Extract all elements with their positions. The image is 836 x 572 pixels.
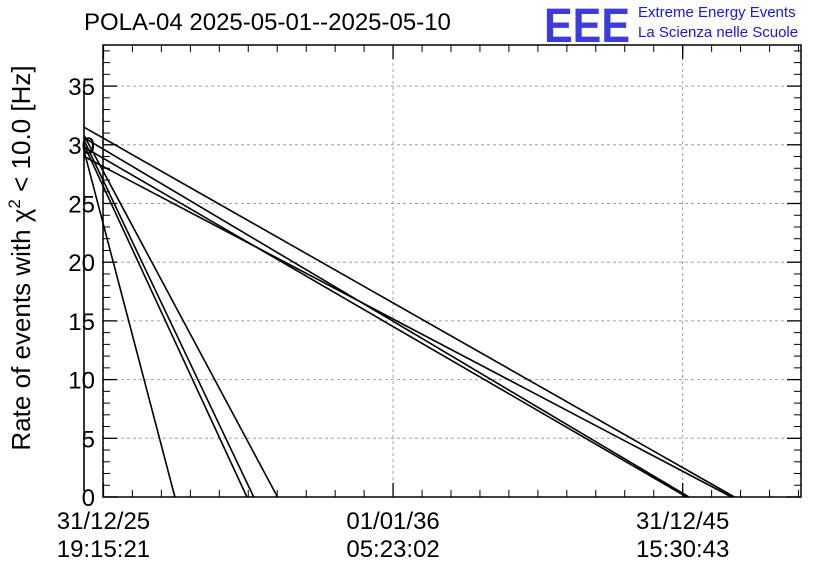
series-layer bbox=[83, 86, 735, 498]
series-line-1 bbox=[83, 126, 735, 498]
y-axis-title-symbol: χ bbox=[6, 208, 36, 222]
brand-line1: Extreme Energy Events bbox=[638, 4, 796, 21]
tick-layer bbox=[102, 45, 801, 498]
x-tick-label-time: 05:23:02 bbox=[346, 536, 439, 563]
y-tick-label: 15 bbox=[68, 309, 95, 336]
y-axis-title-suffix: < 10.0 [Hz] bbox=[6, 65, 36, 199]
x-tick-label-date: 31/12/45 bbox=[636, 508, 729, 535]
y-tick-label: 0 bbox=[82, 485, 95, 512]
x-tick-label-date: 01/01/36 bbox=[346, 508, 439, 535]
eee-logo-text: EEE bbox=[544, 0, 630, 46]
y-tick-label: 10 bbox=[68, 368, 95, 395]
series-line-2 bbox=[83, 137, 690, 498]
x-tick-label-time: 15:30:43 bbox=[636, 536, 729, 563]
y-tick-label: 5 bbox=[82, 426, 95, 453]
x-tick-label-date: 31/12/25 bbox=[57, 508, 150, 535]
series-line-3 bbox=[83, 146, 688, 498]
series-line-5 bbox=[83, 135, 279, 498]
y-tick-label: 30 bbox=[68, 133, 95, 160]
y-tick-label: 25 bbox=[68, 191, 95, 218]
y-axis-title-prefix: Rate of events with bbox=[6, 222, 36, 450]
eee-logo: EEE bbox=[544, 0, 630, 46]
series-line-8 bbox=[83, 150, 176, 498]
y-axis-title-sup: 2 bbox=[5, 199, 24, 208]
y-tick-label: 35 bbox=[68, 74, 95, 101]
brand-line2: La Scienza nelle Scuole bbox=[638, 24, 799, 41]
x-tick-label-time: 19:15:21 bbox=[57, 536, 150, 563]
series-line-6 bbox=[83, 139, 255, 498]
chart-title: POLA-04 2025-05-01--2025-05-10 bbox=[84, 9, 451, 36]
plot-frame bbox=[102, 44, 802, 498]
grid-layer bbox=[102, 45, 801, 497]
y-axis-title: Rate of events with χ2 < 10.0 [Hz] bbox=[5, 65, 36, 450]
series-line-4 bbox=[83, 155, 732, 498]
y-tick-label: 20 bbox=[68, 250, 95, 277]
